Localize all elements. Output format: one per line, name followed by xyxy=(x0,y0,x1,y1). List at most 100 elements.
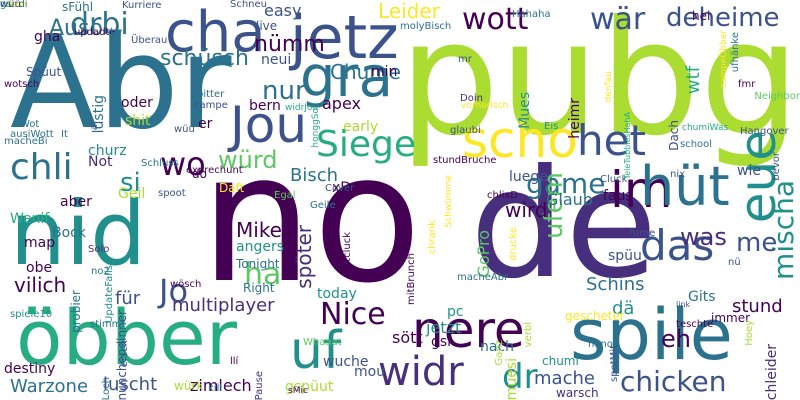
word-cloud-word: dr xyxy=(502,357,538,397)
word-cloud-word: wie xyxy=(737,163,761,179)
word-cloud-word: het xyxy=(577,116,646,165)
word-cloud-word: nere xyxy=(412,301,525,359)
word-cloud-word: nono xyxy=(588,339,613,350)
word-cloud-word: no xyxy=(200,115,422,322)
word-cloud-word: Eis xyxy=(544,121,559,132)
word-cloud-word: Cluck xyxy=(600,174,628,185)
word-cloud-word: Not xyxy=(88,154,113,170)
word-cloud-word: wüu xyxy=(174,124,195,135)
word-cloud-word: gsi xyxy=(431,334,452,350)
word-cloud-word: glaubi xyxy=(450,125,481,136)
word-cloud-word: probier xyxy=(69,290,83,333)
word-cloud-word: Daft xyxy=(219,181,245,195)
word-cloud-word: neui xyxy=(261,52,292,68)
word-cloud-word: Wot xyxy=(20,119,40,130)
word-cloud-word: hüt xyxy=(640,155,730,218)
word-cloud-word: wösch xyxy=(170,279,202,290)
word-cloud-word: Hahaha xyxy=(512,9,551,20)
word-cloud-word: Auso xyxy=(49,16,103,41)
word-cloud-word: jetzt xyxy=(426,318,462,337)
word-cloud-word: wott xyxy=(462,2,529,37)
word-cloud-word: game xyxy=(526,167,606,200)
word-cloud-word: by xyxy=(110,27,123,38)
word-cloud-word: churz xyxy=(88,143,127,159)
word-cloud-word: was xyxy=(680,223,727,251)
word-cloud-word: eh xyxy=(661,325,691,353)
word-cloud-word: er xyxy=(198,116,213,132)
word-cloud-word: It xyxy=(61,129,68,140)
word-cloud-word: Bock xyxy=(52,225,86,241)
word-cloud-word: Warzone xyxy=(10,376,89,397)
word-cloud-word: macheBi xyxy=(4,136,48,147)
word-cloud-word: Hangover xyxy=(740,126,789,137)
word-cloud-word: pubg xyxy=(398,0,800,171)
word-cloud-word: Mike xyxy=(236,218,282,242)
word-cloud-word: ar xyxy=(89,120,100,131)
word-cloud-word: hei xyxy=(692,9,711,23)
word-cloud-word: Kurriere xyxy=(122,0,162,11)
word-cloud-word: verbl xyxy=(523,322,534,348)
word-cloud-word: school xyxy=(680,139,713,150)
word-cloud-word: pc xyxy=(447,304,464,320)
word-cloud-word: oder xyxy=(121,95,153,111)
word-cloud-word: no2 xyxy=(91,266,110,277)
word-cloud-word: nix xyxy=(670,169,686,180)
word-cloud-word: teschte xyxy=(676,319,714,330)
word-cloud-word: Bisch xyxy=(290,165,339,186)
word-cloud-word: sFühl xyxy=(62,0,94,14)
word-cloud-word: furne xyxy=(629,228,656,239)
word-cloud-word: im xyxy=(610,161,673,219)
word-cloud-word: widrJou xyxy=(285,103,319,113)
word-cloud-word: spöter xyxy=(292,225,316,289)
word-cloud-word: nörie xyxy=(0,0,26,10)
word-cloud-word: chlixD xyxy=(487,190,519,201)
word-cloud-word: si xyxy=(120,168,141,198)
word-cloud-word: honggSo xyxy=(311,108,321,148)
word-cloud-word: Right xyxy=(243,281,275,295)
word-cloud-word: chumi xyxy=(542,354,579,368)
word-cloud-word: wuche xyxy=(323,354,369,370)
word-cloud-word: würk xyxy=(174,379,204,393)
word-cloud-word: spiele10 xyxy=(10,309,53,320)
word-cloud-word: Pause xyxy=(254,370,265,400)
word-cloud-word: min xyxy=(371,64,398,80)
word-cloud-word: live xyxy=(256,19,278,33)
word-cloud-word: chumiWas xyxy=(682,123,729,133)
word-cloud-word: Neighbor xyxy=(754,91,800,102)
word-cloud-word: do xyxy=(192,167,207,181)
word-cloud-word: map xyxy=(24,235,56,251)
word-cloud-word: Schins xyxy=(586,274,645,295)
word-cloud-word: vilich xyxy=(14,273,67,297)
word-cloud-word: Geil xyxy=(118,186,146,202)
word-cloud-word: multiplayer xyxy=(172,295,275,316)
word-cloud-word: Überau xyxy=(131,35,168,46)
word-cloud-word: für xyxy=(115,288,141,309)
word-cloud-word: ha xyxy=(244,257,282,292)
word-cloud-word: Leider xyxy=(378,0,440,23)
word-cloud-word: Loch xyxy=(101,376,112,400)
word-cloud-word: wuü xyxy=(0,0,21,10)
word-cloud-word: macheAbr xyxy=(457,272,509,283)
word-cloud-word: faus xyxy=(603,188,633,204)
word-cloud-word: Siege xyxy=(316,124,417,165)
word-cloud-word: Schluss xyxy=(141,158,179,169)
word-cloud-word: würdi xyxy=(0,0,28,10)
word-cloud-word: today xyxy=(317,286,357,302)
word-cloud-word: nümm xyxy=(254,32,325,57)
word-cloud-word: wotsch xyxy=(4,79,40,90)
word-cloud-word: Schwümme xyxy=(444,175,454,228)
word-cloud-word: stimmt xyxy=(90,319,126,330)
word-cloud-word: widr xyxy=(378,349,464,395)
word-cloud-word: bitter xyxy=(197,89,225,100)
word-cloud-word: heimr xyxy=(567,98,583,139)
word-cloud-word: ausiWott xyxy=(10,129,54,140)
word-cloud-word: Jo xyxy=(159,272,189,310)
word-cloud-word: scho xyxy=(462,111,578,169)
word-cloud-word: UpdateFalls xyxy=(104,265,115,323)
word-cloud-word: Mues xyxy=(517,92,533,129)
word-cloud-word: nur xyxy=(262,76,306,106)
word-cloud-word: Spüut xyxy=(26,65,62,79)
word-cloud-word: Gits xyxy=(688,289,716,305)
word-cloud-word: ersch xyxy=(119,340,130,368)
